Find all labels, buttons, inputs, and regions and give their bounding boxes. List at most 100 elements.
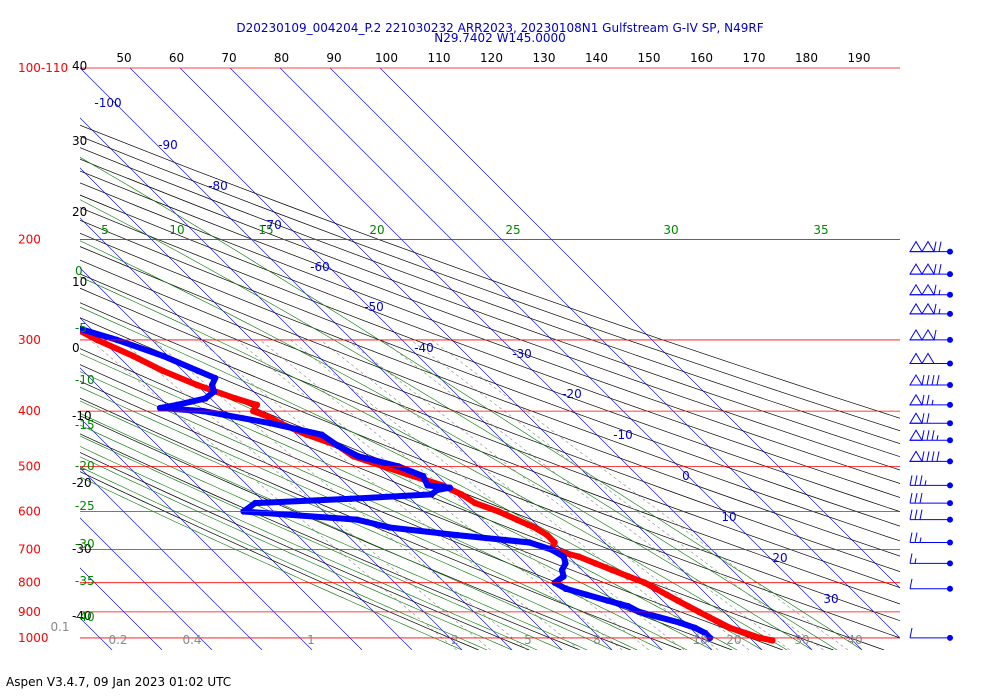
wind-barb-full <box>936 374 940 386</box>
dewpoint-point <box>210 388 218 396</box>
temperature-point <box>706 614 713 621</box>
temperature-point <box>741 629 749 637</box>
wind-barb-full <box>919 475 923 486</box>
isotherm-line <box>80 317 413 650</box>
wind-barb <box>909 450 953 465</box>
wind-barb <box>909 509 953 523</box>
top-temperature-tick: 110 <box>428 51 451 65</box>
top-temperature-tick: 80 <box>274 51 289 65</box>
isotherm-label: 10 <box>721 510 736 524</box>
wind-barb-pennant <box>921 352 935 365</box>
dry-adiabat-line <box>80 364 783 650</box>
isotherm-label: -100 <box>94 96 121 110</box>
wind-barb-pennant <box>909 412 923 424</box>
temperature-point <box>551 539 558 546</box>
wind-barb-full <box>926 374 930 386</box>
chart-title: D20230109_004204_P.2 221030232 ARR2023, … <box>236 21 764 35</box>
pressure-label: 500 <box>18 459 41 473</box>
left-green-tick: -40 <box>75 610 95 624</box>
wind-barb-pennant <box>909 283 923 296</box>
wind-barb-pennant <box>921 240 935 253</box>
wind-barb <box>909 283 953 298</box>
mixing-ratio-line <box>198 339 580 650</box>
top-temperature-tick: 160 <box>690 51 713 65</box>
pressure-label: 600 <box>18 504 41 518</box>
wind-barb-full <box>914 509 918 520</box>
left-black-tick: 10 <box>72 275 87 289</box>
dry-adiabat-line <box>80 332 885 650</box>
wind-barb-full <box>909 475 913 486</box>
wind-barb <box>909 240 953 255</box>
temperature-point <box>14 292 20 298</box>
moist-adiabat-line <box>80 424 588 650</box>
temperature-point <box>652 585 660 593</box>
temperature-point <box>674 597 681 604</box>
left-black-tick: 40 <box>72 59 87 73</box>
isotherm-line <box>80 167 563 650</box>
isotherm-label: -70 <box>262 218 282 232</box>
wind-barb-half <box>919 537 922 543</box>
temperature-point <box>769 637 776 644</box>
temperature-point <box>716 619 723 626</box>
moist-adiabat-label: 35 <box>813 223 828 237</box>
grid-layer <box>0 68 900 650</box>
dry-adiabat-line <box>80 302 900 622</box>
temperature-line <box>80 327 776 644</box>
dewpoint-point <box>676 619 683 626</box>
wind-barb-pennant <box>909 240 923 253</box>
temperature-point <box>625 573 632 580</box>
moist-adiabat-line <box>80 332 738 650</box>
wind-barb-full <box>933 329 937 341</box>
left-green-tick: -10 <box>75 373 95 387</box>
left-green-tick: -25 <box>75 499 95 513</box>
mixing-ratio-label: 8 <box>593 633 601 647</box>
wind-barb-full <box>909 492 913 504</box>
isotherm-line <box>0 68 12 650</box>
left-black-tick: 30 <box>72 134 87 148</box>
wind-barb-layer <box>909 240 953 641</box>
moist-adiabat-line <box>80 276 788 650</box>
mixing-ratio-line <box>152 339 528 650</box>
isotherm-label: -50 <box>364 300 384 314</box>
dewpoint-point <box>560 573 567 580</box>
wind-barb-pennant <box>909 352 923 365</box>
temperature-point <box>608 566 616 574</box>
dewpoint-point <box>446 484 453 491</box>
dry-adiabat-line <box>80 246 900 557</box>
mixing-ratio-label: 40 <box>847 633 862 647</box>
wind-barb-full <box>909 532 913 543</box>
top-temperature-tick: 60 <box>169 51 184 65</box>
dry-adiabat-line <box>80 317 900 639</box>
temperature-point <box>266 414 273 421</box>
wind-barb-full <box>921 413 925 424</box>
dewpoint-point <box>251 499 259 507</box>
wind-barb-pennant <box>921 263 935 275</box>
isotherm-line <box>80 467 263 650</box>
wind-barb-half <box>938 308 941 314</box>
dewpoint-point <box>202 395 209 402</box>
mixing-ratio-label: 10 <box>692 633 707 647</box>
dewpoint-point <box>424 482 431 489</box>
isotherm-label: -10 <box>613 428 633 442</box>
wind-barb-pennant <box>909 263 923 275</box>
wind-barb-full <box>938 241 942 252</box>
pressure-label: 1000 <box>18 631 49 645</box>
wind-barb-pennant <box>909 429 923 441</box>
temperature-point <box>159 367 167 375</box>
dewpoint-point <box>562 585 570 593</box>
mark-layer <box>7 292 776 644</box>
left-green-tick: -30 <box>75 537 95 551</box>
dewpoint-point <box>7 315 13 321</box>
wind-barb-full <box>921 430 925 441</box>
mixing-ratio-label: 20 <box>726 633 741 647</box>
wind-barb-full <box>931 451 935 462</box>
dewpoint-point <box>334 442 341 449</box>
isotherm-line <box>329 68 900 639</box>
temperature-point <box>513 516 520 523</box>
wind-barb <box>909 352 953 367</box>
dewpoint-point <box>267 420 274 427</box>
temperature-point <box>471 499 479 507</box>
dry-adiabat-line <box>80 207 900 513</box>
dry-adiabat-line <box>80 433 581 650</box>
